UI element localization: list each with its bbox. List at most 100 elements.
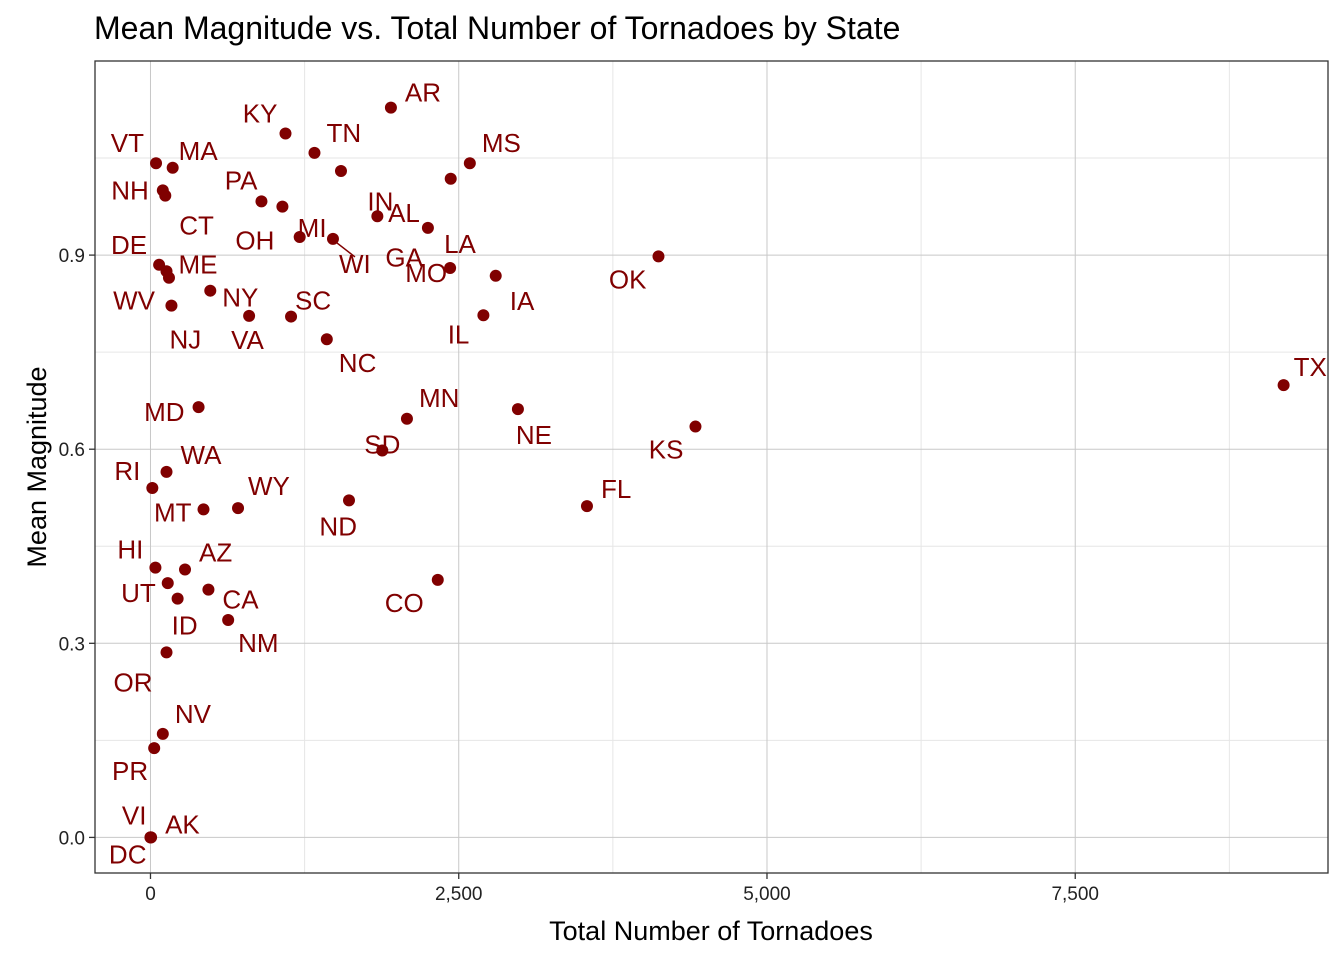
point-label: MT: [154, 497, 192, 527]
data-point: [384, 101, 397, 114]
x-tick-label: 0: [145, 884, 156, 905]
point-label: ID: [172, 611, 198, 641]
point-label: TX: [1294, 352, 1327, 382]
y-tick-label: 0.3: [59, 634, 85, 655]
data-point: [160, 646, 173, 659]
point-label: GA: [385, 242, 423, 272]
data-point: [279, 127, 292, 140]
point-label: RI: [114, 456, 140, 486]
point-label: WY: [248, 471, 290, 501]
point-label: NC: [339, 348, 377, 378]
point-label: OH: [235, 226, 274, 256]
point-label: MD: [144, 397, 184, 427]
data-point: [1277, 379, 1290, 392]
data-point: [371, 210, 384, 223]
data-point: [511, 403, 524, 416]
chart-title: Mean Magnitude vs. Total Number of Torna…: [94, 10, 900, 46]
point-label: SD: [364, 430, 400, 460]
data-point: [308, 146, 321, 159]
data-point: [204, 284, 217, 297]
data-point: [197, 503, 210, 516]
point-label: ND: [319, 511, 357, 541]
data-point: [444, 262, 457, 275]
data-point: [320, 333, 333, 346]
data-point: [477, 309, 490, 322]
point-label: MA: [179, 136, 219, 166]
point-label: IA: [510, 286, 535, 316]
data-point: [376, 444, 389, 457]
data-point: [580, 500, 593, 513]
data-point: [293, 230, 306, 243]
point-label: WI: [339, 249, 371, 279]
panel-border: [94, 60, 1329, 874]
data-point: [243, 309, 256, 322]
data-point: [161, 577, 174, 590]
x-tick-label: 5,000: [743, 884, 791, 905]
data-point: [689, 420, 702, 433]
point-label: OR: [114, 667, 153, 697]
x-tick-label: 2,500: [435, 884, 483, 905]
data-point: [285, 310, 298, 323]
data-point: [489, 269, 502, 282]
data-point: [202, 583, 215, 596]
point-label: MN: [419, 383, 459, 413]
point-label: NY: [222, 283, 258, 313]
data-point: [150, 157, 163, 170]
label-leader-line: [336, 242, 356, 258]
data-point: [463, 157, 476, 170]
point-label: VT: [111, 128, 144, 158]
x-tick-label: 7,500: [1051, 884, 1099, 905]
point-label: PR: [112, 756, 148, 786]
axis-ticks: 0 2,500 5,000 7,500 0.0 0.3 0.6 0.9: [59, 246, 1099, 905]
grid: [95, 61, 1328, 873]
point-label: HI: [117, 535, 143, 565]
point-label: NE: [516, 420, 552, 450]
point-label: VI: [122, 800, 147, 830]
point-label: MS: [482, 128, 521, 158]
y-axis-title: Mean Magnitude: [22, 366, 52, 567]
data-point: [652, 250, 665, 263]
data-point: [232, 502, 245, 515]
point-label: PA: [225, 165, 258, 195]
data-point: [166, 161, 179, 174]
point-label: IN: [367, 186, 393, 216]
point-label: ME: [179, 249, 218, 279]
point-label: UT: [121, 578, 156, 608]
point-label: AR: [405, 78, 441, 108]
data-point: [326, 232, 339, 245]
data-point: [421, 221, 434, 234]
data-point: [222, 614, 235, 627]
point-label: VA: [231, 325, 264, 355]
point-label: FL: [601, 474, 631, 504]
data-point: [179, 563, 192, 576]
data-point: [171, 592, 184, 605]
data-point: [159, 189, 172, 202]
point-label: NV: [175, 699, 212, 729]
x-axis-title: Total Number of Tornadoes: [549, 916, 873, 946]
data-point: [431, 573, 444, 586]
data-point: [165, 299, 178, 312]
point-label: MO: [405, 258, 447, 288]
point-label: AK: [165, 809, 200, 839]
data-point: [156, 727, 169, 740]
data-point: [162, 271, 175, 284]
point-label: OK: [609, 264, 647, 294]
data-point: [149, 561, 162, 574]
data-point: [342, 494, 355, 507]
data-point: [400, 412, 413, 425]
y-tick-label: 0.0: [59, 828, 85, 849]
data-point: [160, 465, 173, 478]
point-label: CO: [385, 588, 424, 618]
data-point: [255, 195, 268, 208]
point-label: NH: [111, 175, 149, 205]
point-label: AZ: [199, 538, 232, 568]
point-label: KY: [243, 98, 278, 128]
data-point: [444, 172, 457, 185]
data-point: [146, 482, 159, 495]
point-label: IL: [448, 319, 470, 349]
point-label: WV: [113, 286, 156, 316]
point-label: MI: [298, 213, 327, 243]
point-label: NJ: [169, 325, 201, 355]
point-label: NM: [238, 628, 278, 658]
